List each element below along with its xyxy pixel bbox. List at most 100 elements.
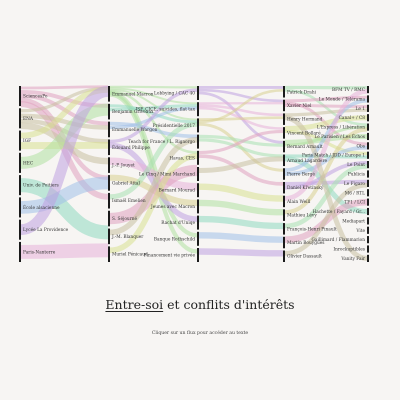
node-bar[interactable] — [283, 168, 285, 180]
node-bar[interactable] — [367, 207, 369, 216]
node-bar[interactable] — [19, 86, 21, 107]
node-bar[interactable] — [108, 175, 110, 191]
node-bar[interactable] — [19, 108, 21, 129]
flow-link[interactable] — [109, 104, 198, 112]
node-bar[interactable] — [108, 210, 110, 227]
node-bar[interactable] — [108, 86, 110, 102]
node-bar[interactable] — [283, 250, 285, 262]
node-bar[interactable] — [367, 189, 369, 197]
flow-link[interactable] — [284, 95, 368, 103]
flow-link[interactable] — [20, 103, 109, 169]
node-bar[interactable] — [197, 183, 199, 198]
node-bar[interactable] — [197, 102, 199, 117]
node-bar[interactable] — [367, 226, 369, 234]
node-bar[interactable] — [283, 195, 285, 208]
flow-link[interactable] — [198, 248, 284, 257]
flow-link[interactable] — [198, 116, 284, 121]
node-bar[interactable] — [367, 123, 369, 131]
node-bar[interactable] — [367, 142, 369, 150]
node-bar[interactable] — [367, 254, 369, 262]
node-bar[interactable] — [19, 241, 21, 262]
flow-links[interactable] — [20, 85, 368, 261]
node-bar[interactable] — [283, 154, 285, 167]
flow-link[interactable] — [284, 154, 368, 159]
flow-link[interactable] — [20, 113, 109, 130]
node-bar[interactable] — [367, 161, 369, 169]
node-bar[interactable] — [283, 223, 285, 235]
flow-link[interactable] — [20, 85, 109, 90]
node-bar[interactable] — [197, 199, 199, 214]
node-bar[interactable] — [367, 179, 369, 187]
flow-link[interactable] — [284, 108, 368, 117]
node-bar[interactable] — [197, 215, 199, 230]
flow-link[interactable] — [284, 145, 368, 176]
node-bar[interactable] — [108, 246, 110, 262]
flow-link[interactable] — [198, 88, 284, 103]
flow-link[interactable] — [20, 243, 109, 259]
node-bar[interactable] — [197, 231, 199, 246]
flow-link[interactable] — [109, 87, 198, 105]
flow-link[interactable] — [198, 89, 284, 124]
flow-link[interactable] — [109, 121, 198, 139]
node-bar[interactable] — [283, 236, 285, 249]
flow-link[interactable] — [20, 86, 109, 236]
node-bar[interactable] — [283, 113, 285, 125]
node-bar[interactable] — [108, 121, 110, 138]
node-bar[interactable] — [19, 175, 21, 196]
node-bar[interactable] — [108, 103, 110, 120]
node-bar[interactable] — [197, 248, 199, 262]
node-bar[interactable] — [108, 157, 110, 173]
flow-link[interactable] — [109, 88, 198, 144]
flow-link[interactable] — [284, 115, 368, 132]
node-bar[interactable] — [367, 104, 369, 112]
node-bar[interactable] — [367, 95, 369, 103]
node-bar[interactable] — [197, 167, 199, 181]
flow-link[interactable] — [20, 178, 109, 240]
node-bar[interactable] — [283, 127, 285, 139]
node-bar[interactable] — [283, 181, 285, 194]
flow-link[interactable] — [284, 89, 368, 127]
flow-link[interactable] — [198, 129, 284, 155]
flow-link[interactable] — [198, 156, 284, 173]
node-bar[interactable] — [197, 150, 199, 165]
node-bar[interactable] — [19, 152, 21, 173]
flow-link[interactable] — [198, 232, 284, 243]
node-bar[interactable] — [367, 236, 369, 244]
flow-link[interactable] — [198, 138, 284, 158]
flow-link[interactable] — [198, 104, 284, 117]
node-bar[interactable] — [367, 151, 369, 159]
flow-link[interactable] — [198, 183, 284, 202]
flow-link[interactable] — [284, 103, 368, 109]
node-bar[interactable] — [283, 140, 285, 153]
node-bar[interactable] — [19, 219, 21, 240]
node-bar[interactable] — [367, 198, 369, 206]
node-bar[interactable] — [283, 86, 285, 98]
node-bar[interactable] — [108, 139, 110, 156]
flow-link[interactable] — [109, 153, 198, 254]
flow-link[interactable] — [20, 176, 109, 214]
node-bar[interactable] — [367, 114, 369, 122]
node-bar[interactable] — [19, 130, 21, 151]
flow-link[interactable] — [284, 127, 368, 215]
node-bar[interactable] — [367, 170, 369, 178]
node-bar[interactable] — [197, 134, 199, 149]
flow-link[interactable] — [109, 137, 198, 236]
flow-link[interactable] — [198, 215, 284, 230]
flow-link[interactable] — [284, 98, 368, 173]
node-bar[interactable] — [108, 228, 110, 245]
node-bar[interactable] — [367, 86, 369, 94]
flow-link[interactable] — [284, 89, 368, 201]
node-bar[interactable] — [108, 192, 110, 209]
flow-link[interactable] — [109, 90, 198, 154]
node-bar[interactable] — [197, 118, 199, 133]
flow-link[interactable] — [109, 121, 198, 200]
flow-link[interactable] — [109, 164, 198, 225]
flow-link[interactable] — [284, 182, 368, 256]
flow-link[interactable] — [284, 115, 368, 261]
flow-link[interactable] — [198, 199, 284, 216]
flow-link[interactable] — [109, 85, 198, 89]
node-bar[interactable] — [367, 245, 369, 253]
flow-link[interactable] — [198, 154, 284, 186]
node-bar[interactable] — [197, 86, 199, 100]
